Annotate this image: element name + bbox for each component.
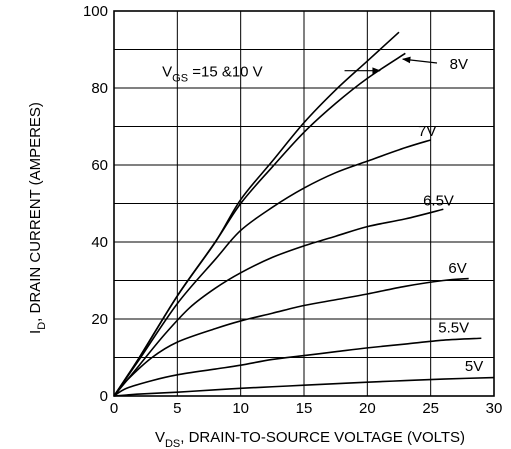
vgs-label-sub: GS xyxy=(172,72,188,84)
series-curves xyxy=(113,31,495,397)
x-axis-title-prefix: V xyxy=(155,429,165,446)
vgs-label-suffix: =15 &10 V xyxy=(188,63,263,80)
y-axis-title-suffix: , DRAIN CURRENT (AMPERES) xyxy=(27,102,44,322)
x-tick-label: 15 xyxy=(296,400,313,417)
x-tick-label: 20 xyxy=(359,400,376,417)
x-tick-label: 5 xyxy=(173,400,181,417)
vgs-label-prefix: V xyxy=(162,63,172,80)
y-tick-label: 100 xyxy=(83,3,108,20)
curve-6v xyxy=(113,277,469,397)
y-tick-label: 80 xyxy=(91,80,108,97)
curve-label: 6V xyxy=(448,260,466,277)
y-axis-title-sub: D xyxy=(36,322,48,330)
vgs-label: VGS =15 &10 V xyxy=(162,63,263,84)
curve-label: 6.5V xyxy=(423,192,454,209)
grid xyxy=(113,10,495,397)
y-axis-title: ID, DRAIN CURRENT (AMPERES) xyxy=(27,102,48,334)
x-axis-title-suffix: , DRAIN-TO-SOURCE VOLTAGE (VOLTS) xyxy=(180,429,465,446)
curve-5-5v xyxy=(113,337,482,397)
curve-label-arrow xyxy=(401,56,438,64)
curve-label: 5.5V xyxy=(438,319,469,336)
x-tick-label: 30 xyxy=(486,400,503,417)
tick-labels: 0 5 10 15 20 25 30 0 20 40 60 80 100 xyxy=(83,3,502,417)
x-tick-label: 25 xyxy=(422,400,439,417)
y-tick-label: 40 xyxy=(91,234,108,251)
x-axis-title-sub: DS xyxy=(165,438,180,449)
curve-vgs-10v xyxy=(113,52,406,397)
y-tick-label: 60 xyxy=(91,157,108,174)
y-tick-label: 0 xyxy=(100,388,108,405)
y-axis-title-prefix: I xyxy=(27,330,44,334)
curve-5v xyxy=(113,376,495,397)
annotations: 8V 7V 6.5V 6V 5.5V 5V VGS =15 &10 V xyxy=(162,56,483,375)
curve-label: 8V xyxy=(450,56,468,73)
curve-6-5v xyxy=(113,208,444,397)
plot-frame xyxy=(113,10,495,397)
curve-8v xyxy=(113,139,431,397)
y-tick-label: 20 xyxy=(91,311,108,328)
x-axis-title: VDS, DRAIN-TO-SOURCE VOLTAGE (VOLTS) xyxy=(155,429,465,449)
curve-label: 7V xyxy=(418,123,436,140)
curve-label: 5V xyxy=(465,358,483,375)
x-tick-label: 0 xyxy=(110,400,118,417)
x-tick-label: 10 xyxy=(232,400,249,417)
